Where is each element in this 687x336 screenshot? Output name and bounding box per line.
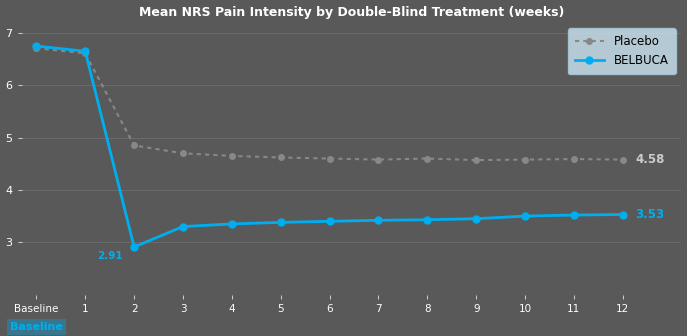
Text: Baseline: Baseline: [10, 322, 63, 332]
Text: 2.91: 2.91: [97, 251, 122, 261]
Legend: Placebo, BELBUCA: Placebo, BELBUCA: [567, 29, 675, 75]
Text: 3.53: 3.53: [635, 208, 664, 221]
Title: Mean NRS Pain Intensity by Double-Blind Treatment (weeks): Mean NRS Pain Intensity by Double-Blind …: [139, 6, 564, 18]
Text: 4.58: 4.58: [635, 153, 664, 166]
